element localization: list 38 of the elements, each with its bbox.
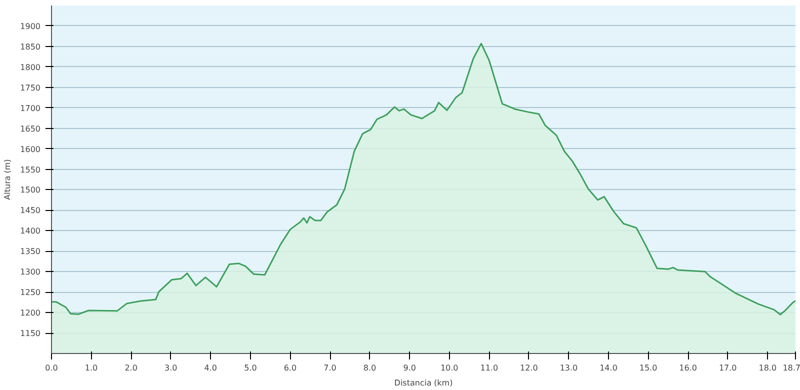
x-tick-label: 9.0 xyxy=(403,364,416,372)
x-tick-label: 18.0 xyxy=(758,364,777,372)
x-tick-label: 8.0 xyxy=(363,364,376,372)
x-tick-label: 4.0 xyxy=(204,364,218,372)
y-axis-title: Altura (m) xyxy=(3,159,12,200)
x-axis-title: Distancia (km) xyxy=(394,378,453,388)
y-tick-label: 1650 xyxy=(20,124,40,134)
x-tick-label: 7.0 xyxy=(324,364,336,372)
y-tick-label: 1700 xyxy=(20,104,40,113)
x-tick-label: 16.0 xyxy=(679,364,697,372)
y-tick-label: 1850 xyxy=(20,42,40,52)
x-tick-label: 6.0 xyxy=(284,364,297,372)
x-tick-label: 15.0 xyxy=(639,364,658,372)
x-tick-label: 10.0 xyxy=(440,364,458,372)
y-tick-label: 1800 xyxy=(20,62,40,72)
x-tick-label: 12.0 xyxy=(520,364,538,372)
y-tick-label: 1300 xyxy=(20,268,40,277)
y-tick-label: 1500 xyxy=(20,186,40,195)
y-tick-label: 1600 xyxy=(20,144,40,154)
x-tick-label: 2.0 xyxy=(124,364,138,372)
x-tick-label: 11.0 xyxy=(480,364,498,372)
y-tick-label: 1400 xyxy=(20,226,40,236)
y-tick-label: 1150 xyxy=(20,329,40,338)
y-tick-label: 1250 xyxy=(20,288,40,298)
y-tick-label: 1750 xyxy=(20,83,40,92)
x-tick-label: 18.7 xyxy=(782,364,800,372)
y-tick-label: 1200 xyxy=(20,308,40,318)
x-tick-label: 5.0 xyxy=(244,364,257,372)
x-tick-label: 14.0 xyxy=(600,364,618,372)
x-tick-label: 3.0 xyxy=(164,364,178,372)
y-tick-label: 1450 xyxy=(20,206,40,216)
x-tick-label: 0.0 xyxy=(45,364,58,372)
y-tick-label: 1900 xyxy=(20,22,40,31)
x-tick-label: 13.0 xyxy=(560,364,578,372)
x-tick-label: 1.0 xyxy=(84,364,98,372)
y-tick-label: 1350 xyxy=(20,247,40,256)
x-tick-label: 17.0 xyxy=(718,364,737,372)
y-tick-label: 1550 xyxy=(20,165,40,174)
